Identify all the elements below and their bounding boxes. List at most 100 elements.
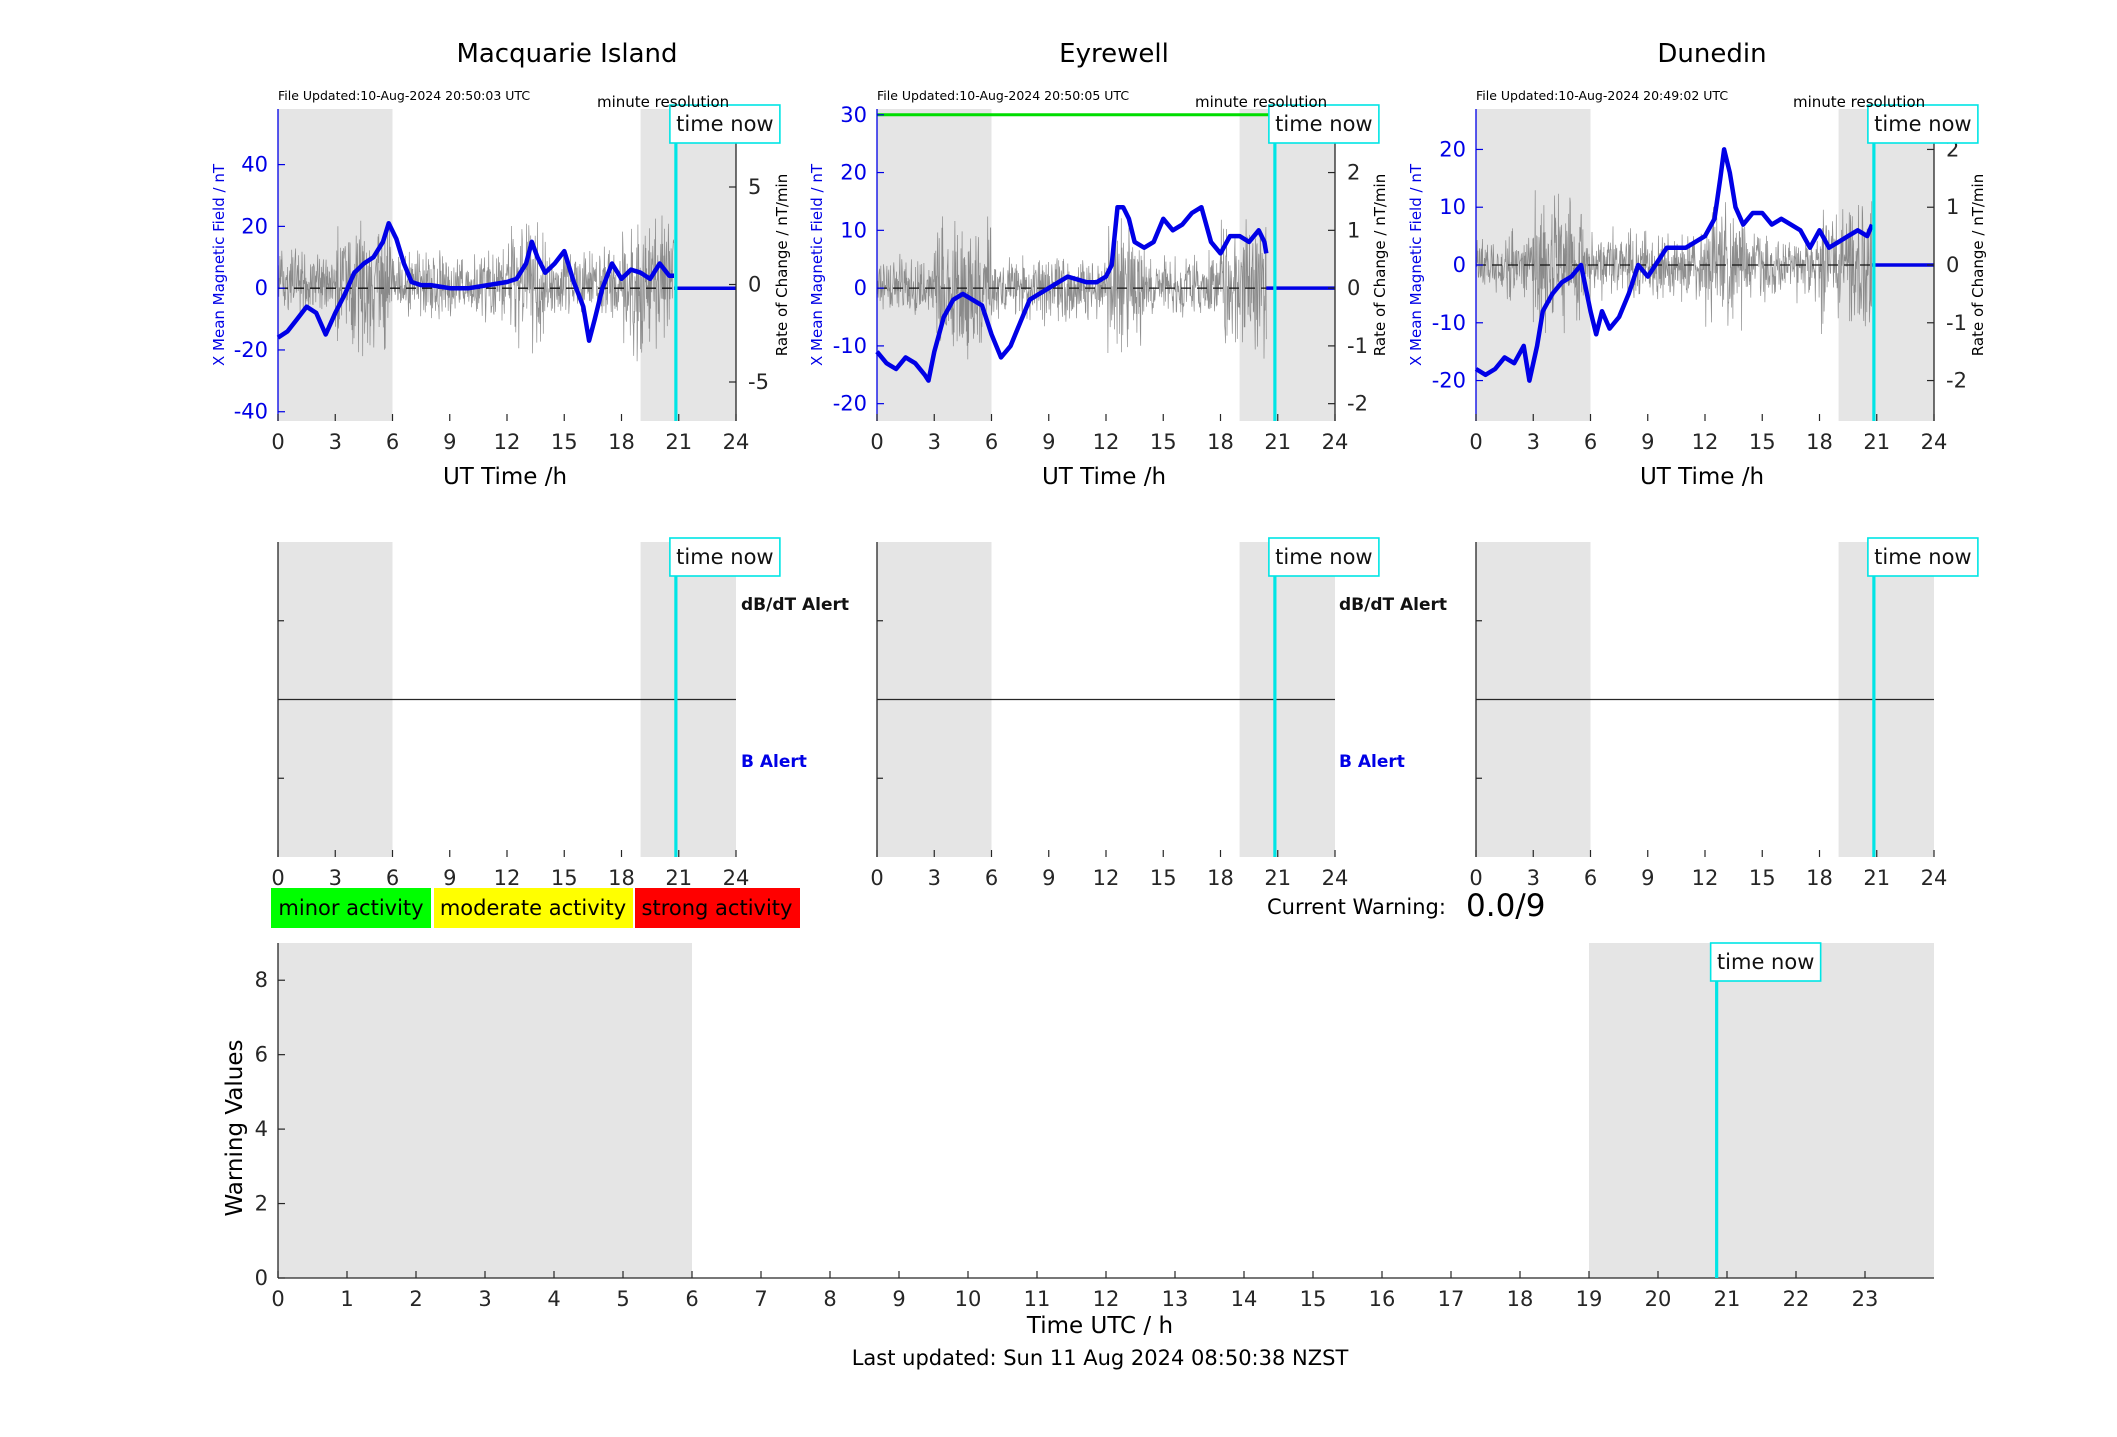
y-tick-label-right: 0 bbox=[748, 273, 761, 297]
y-tick-label-right: 0 bbox=[1946, 253, 1959, 277]
x-tick-label: 0 bbox=[1469, 430, 1482, 454]
panel-title: Dunedin bbox=[1657, 39, 1766, 69]
x-tick-label: 19 bbox=[1576, 1287, 1603, 1311]
x-tick-label: 10 bbox=[955, 1287, 982, 1311]
legend-minor-swatch bbox=[271, 888, 431, 928]
x-tick-label: 15 bbox=[551, 430, 578, 454]
y-axis-label: Warning Values bbox=[222, 1039, 248, 1216]
minute-resolution-label: minute resolution bbox=[597, 93, 729, 111]
x-tick-label: 18 bbox=[1806, 866, 1833, 890]
time-now-box bbox=[1268, 537, 1380, 577]
y-tick-label-left: 0 bbox=[255, 276, 268, 300]
time-now-label: time now bbox=[1275, 112, 1372, 136]
y-axis-label-right: Rate of Change / nT/min bbox=[1371, 174, 1389, 356]
y-tick-label-left: 0 bbox=[1453, 253, 1466, 277]
x-tick-label: 3 bbox=[928, 430, 941, 454]
time-now-box bbox=[1709, 942, 1822, 982]
x-tick-label: 6 bbox=[985, 430, 998, 454]
y-tick-label-left: 10 bbox=[1439, 195, 1466, 219]
magnetic-field-line bbox=[1474, 147, 1875, 383]
b-alert-label: B Alert bbox=[741, 752, 807, 772]
time-now-box bbox=[669, 104, 781, 144]
activity-legend: minor activity moderate activity strong … bbox=[271, 888, 800, 928]
alert-panel-dunedin: 0 3 6 9 12 15 18 21 24 time now bbox=[1469, 537, 1979, 890]
x-tick-label: 21 bbox=[1264, 430, 1291, 454]
warning-values-panel: 0 1 2 3 4 5 6 7 8 9 10 11 12 13 14 15 16 17 18 19 20 21 22 2302… bbox=[222, 942, 1934, 1339]
x-tick-label: 0 bbox=[870, 866, 883, 890]
x-axis-label: UT Time /h bbox=[443, 464, 567, 490]
current-warning-label: Current Warning: bbox=[1267, 895, 1446, 919]
y-tick-label: 8 bbox=[255, 968, 268, 992]
x-tick-label: 12 bbox=[494, 866, 521, 890]
x-tick-label: 18 bbox=[1806, 430, 1833, 454]
file-updated-label: File Updated:10-Aug-2024 20:50:05 UTC bbox=[877, 88, 1129, 103]
time-now-box bbox=[1867, 537, 1979, 577]
time-now-label: time now bbox=[1275, 545, 1372, 569]
x-tick-label: 12 bbox=[494, 430, 521, 454]
x-tick-label: 3 bbox=[1527, 430, 1540, 454]
x-tick-label: 15 bbox=[1150, 430, 1177, 454]
x-tick-label: 6 bbox=[386, 866, 399, 890]
time-now-label: time now bbox=[1874, 545, 1971, 569]
x-tick-label: 15 bbox=[1150, 866, 1177, 890]
x-tick-label: 9 bbox=[1641, 430, 1654, 454]
legend-moderate-label: moderate activity bbox=[440, 896, 626, 920]
panel-title: Macquarie Island bbox=[456, 39, 677, 69]
last-updated-footer: Last updated: Sun 11 Aug 2024 08:50:38 N… bbox=[852, 1346, 1349, 1370]
y-tick-label-left: 20 bbox=[1439, 137, 1466, 161]
x-tick-label: 24 bbox=[1322, 430, 1349, 454]
time-now-box bbox=[1268, 104, 1380, 144]
alert-panel-eyrewell: 0 3 6 9 12 15 18 21 24 time now dB/dT Alert B Ale… bbox=[870, 537, 1447, 890]
x-axis-label: Time UTC / h bbox=[1026, 1313, 1173, 1339]
time-now-box bbox=[1867, 104, 1979, 144]
y-axis-label-left: X Mean Magnetic Field / nT bbox=[1407, 163, 1425, 366]
x-tick-label: 9 bbox=[1042, 866, 1055, 890]
x-tick-label: 24 bbox=[723, 430, 750, 454]
y-axis-label-left: X Mean Magnetic Field / nT bbox=[808, 163, 826, 366]
time-now-label: time now bbox=[676, 545, 773, 569]
legend-moderate-swatch bbox=[434, 888, 633, 928]
x-tick-label: 21 bbox=[1264, 866, 1291, 890]
panel-macquarie: 0 3 6 9 12 15 18 21 24 -40 -20 0 20 40 -5 0 5 time now M… bbox=[210, 39, 791, 490]
x-tick-label: 12 bbox=[1692, 430, 1719, 454]
x-tick-label: 21 bbox=[1714, 1287, 1741, 1311]
y-tick-label-left: -20 bbox=[234, 338, 268, 362]
y-tick-label-left: -40 bbox=[234, 400, 268, 424]
x-tick-label: 21 bbox=[665, 866, 692, 890]
x-tick-label: 24 bbox=[1921, 866, 1948, 890]
y-tick-label: 0 bbox=[255, 1266, 268, 1290]
y-axis-label-left: X Mean Magnetic Field / nT bbox=[210, 163, 228, 366]
y-tick-label-left: -10 bbox=[833, 334, 867, 358]
x-axis-label: UT Time /h bbox=[1042, 464, 1166, 490]
x-tick-label: 2 bbox=[409, 1287, 422, 1311]
x-tick-label: 12 bbox=[1692, 866, 1719, 890]
x-tick-label: 18 bbox=[608, 430, 635, 454]
x-tick-label: 17 bbox=[1438, 1287, 1465, 1311]
x-tick-label: 6 bbox=[386, 430, 399, 454]
x-tick-label: 9 bbox=[443, 866, 456, 890]
x-tick-label: 5 bbox=[616, 1287, 629, 1311]
legend-minor-label: minor activity bbox=[278, 896, 423, 920]
x-axis-label: UT Time /h bbox=[1640, 464, 1764, 490]
y-tick-label-left: -20 bbox=[833, 392, 867, 416]
x-tick-label: 16 bbox=[1369, 1287, 1396, 1311]
minute-resolution-label: minute resolution bbox=[1793, 93, 1925, 111]
x-tick-label: 3 bbox=[478, 1287, 491, 1311]
time-now-label: time now bbox=[1717, 950, 1814, 974]
legend-strong-swatch bbox=[635, 888, 800, 928]
x-tick-label: 6 bbox=[985, 866, 998, 890]
y-tick-label-left: -20 bbox=[1432, 369, 1466, 393]
x-tick-label: 3 bbox=[329, 866, 342, 890]
x-tick-label: 12 bbox=[1093, 866, 1120, 890]
y-tick-label-left: -10 bbox=[1432, 311, 1466, 335]
x-tick-label: 3 bbox=[329, 430, 342, 454]
x-tick-label: 18 bbox=[1507, 1287, 1534, 1311]
time-now-label: time now bbox=[676, 112, 773, 136]
x-tick-label: 7 bbox=[754, 1287, 767, 1311]
x-tick-label: 21 bbox=[1863, 866, 1890, 890]
x-tick-label: 9 bbox=[892, 1287, 905, 1311]
y-tick-label-right: 0 bbox=[1347, 276, 1360, 300]
y-axis-label-right: Rate of Change / nT/min bbox=[773, 174, 791, 356]
x-tick-label: 0 bbox=[870, 430, 883, 454]
